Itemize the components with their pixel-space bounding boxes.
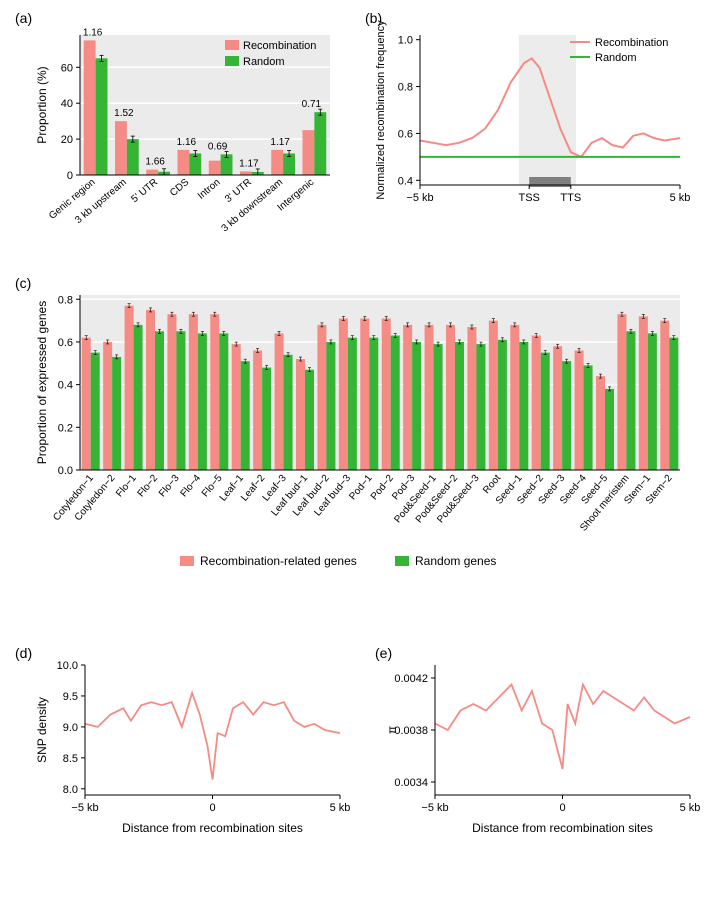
- svg-text:Random genes: Random genes: [415, 554, 496, 568]
- svg-text:5 kb: 5 kb: [680, 802, 700, 814]
- svg-text:5' UTR: 5' UTR: [129, 177, 160, 205]
- svg-text:Flo−1: Flo−1: [114, 473, 139, 500]
- svg-text:Random: Random: [595, 52, 637, 64]
- svg-text:Distance from recombination si: Distance from recombination sites: [122, 821, 303, 835]
- svg-text:9.0: 9.0: [63, 722, 78, 734]
- svg-text:Flo−3: Flo−3: [157, 473, 182, 500]
- svg-text:Recombination: Recombination: [243, 40, 316, 52]
- svg-text:0.0034: 0.0034: [394, 777, 428, 789]
- svg-text:−5 kb: −5 kb: [421, 802, 448, 814]
- svg-text:5 kb: 5 kb: [330, 802, 350, 814]
- svg-text:−5 kb: −5 kb: [406, 192, 433, 204]
- svg-text:Recombination: Recombination: [595, 37, 668, 49]
- svg-text:Distance from recombination si: Distance from recombination sites: [472, 821, 653, 835]
- svg-text:8.0: 8.0: [63, 784, 78, 796]
- svg-text:1.0: 1.0: [398, 35, 413, 47]
- panel-c-label: (c): [15, 275, 31, 291]
- panel-c-chart: 0.00.20.40.60.8Cotyledon−1Cotyledon−2Flo…: [30, 280, 690, 580]
- svg-text:Flo−2: Flo−2: [136, 473, 161, 500]
- svg-text:0.4: 0.4: [58, 380, 73, 392]
- svg-text:SNP density: SNP density: [35, 697, 49, 763]
- svg-text:CDS: CDS: [168, 177, 191, 199]
- svg-text:1.17: 1.17: [270, 137, 290, 148]
- panel-e-chart: 0.0034 0.0038 0.0042 −5 kb 0 5 kb π Distance fr…: [380, 650, 700, 840]
- panel-a-chart: 02040601.16Genic region1.523 kb upstream…: [30, 15, 340, 255]
- svg-text:8.5: 8.5: [63, 753, 78, 765]
- svg-text:1.66: 1.66: [145, 157, 165, 168]
- svg-text:9.5: 9.5: [63, 691, 78, 703]
- svg-text:0.71: 0.71: [302, 99, 322, 110]
- svg-text:0.4: 0.4: [398, 175, 413, 187]
- svg-text:10.0: 10.0: [57, 660, 78, 672]
- svg-text:0.2: 0.2: [58, 422, 73, 434]
- svg-text:1.17: 1.17: [239, 158, 259, 169]
- svg-text:TTS: TTS: [560, 192, 581, 204]
- svg-text:0.8: 0.8: [398, 82, 413, 94]
- svg-text:0: 0: [559, 802, 565, 814]
- svg-text:40: 40: [61, 98, 73, 110]
- svg-text:0.6: 0.6: [58, 337, 73, 349]
- svg-text:TSS: TSS: [518, 192, 539, 204]
- svg-text:1.16: 1.16: [83, 27, 103, 38]
- svg-text:Normalized recombination frequ: Normalized recombination frequency: [375, 20, 387, 200]
- svg-text:Proportion of expressed genes: Proportion of expressed genes: [35, 301, 49, 464]
- svg-text:0: 0: [67, 170, 73, 182]
- svg-text:Proportion (%): Proportion (%): [35, 66, 49, 143]
- svg-text:−5 kb: −5 kb: [71, 802, 98, 814]
- svg-text:0.0038: 0.0038: [394, 725, 428, 737]
- panel-b-chart: 0.4 0.6 0.8 1.0 −5 kb TSS TTS 5 kb Normalized re…: [370, 15, 690, 215]
- svg-text:Intron: Intron: [196, 177, 223, 202]
- svg-text:0.8: 0.8: [58, 294, 73, 306]
- svg-text:0.0: 0.0: [58, 465, 73, 477]
- svg-text:Random: Random: [243, 56, 285, 68]
- figure: (a) 02040601.16Genic region1.523 kb upst…: [0, 0, 709, 900]
- svg-text:π: π: [385, 726, 399, 734]
- svg-text:0: 0: [209, 802, 215, 814]
- svg-text:0.6: 0.6: [398, 128, 413, 140]
- svg-text:20: 20: [61, 134, 73, 146]
- svg-text:5 kb: 5 kb: [670, 192, 690, 204]
- svg-text:1.16: 1.16: [177, 137, 197, 148]
- svg-text:0.69: 0.69: [208, 141, 228, 152]
- svg-text:1.52: 1.52: [114, 108, 134, 119]
- svg-text:Flo−4: Flo−4: [178, 473, 203, 500]
- svg-text:60: 60: [61, 62, 73, 74]
- panel-d-chart: 8.0 8.5 9.0 9.5 10.0 −5 kb 0 5 kb SNP density Dis…: [30, 650, 350, 840]
- svg-text:Recombination-related genes: Recombination-related genes: [200, 554, 357, 568]
- svg-text:0.0042: 0.0042: [394, 673, 428, 685]
